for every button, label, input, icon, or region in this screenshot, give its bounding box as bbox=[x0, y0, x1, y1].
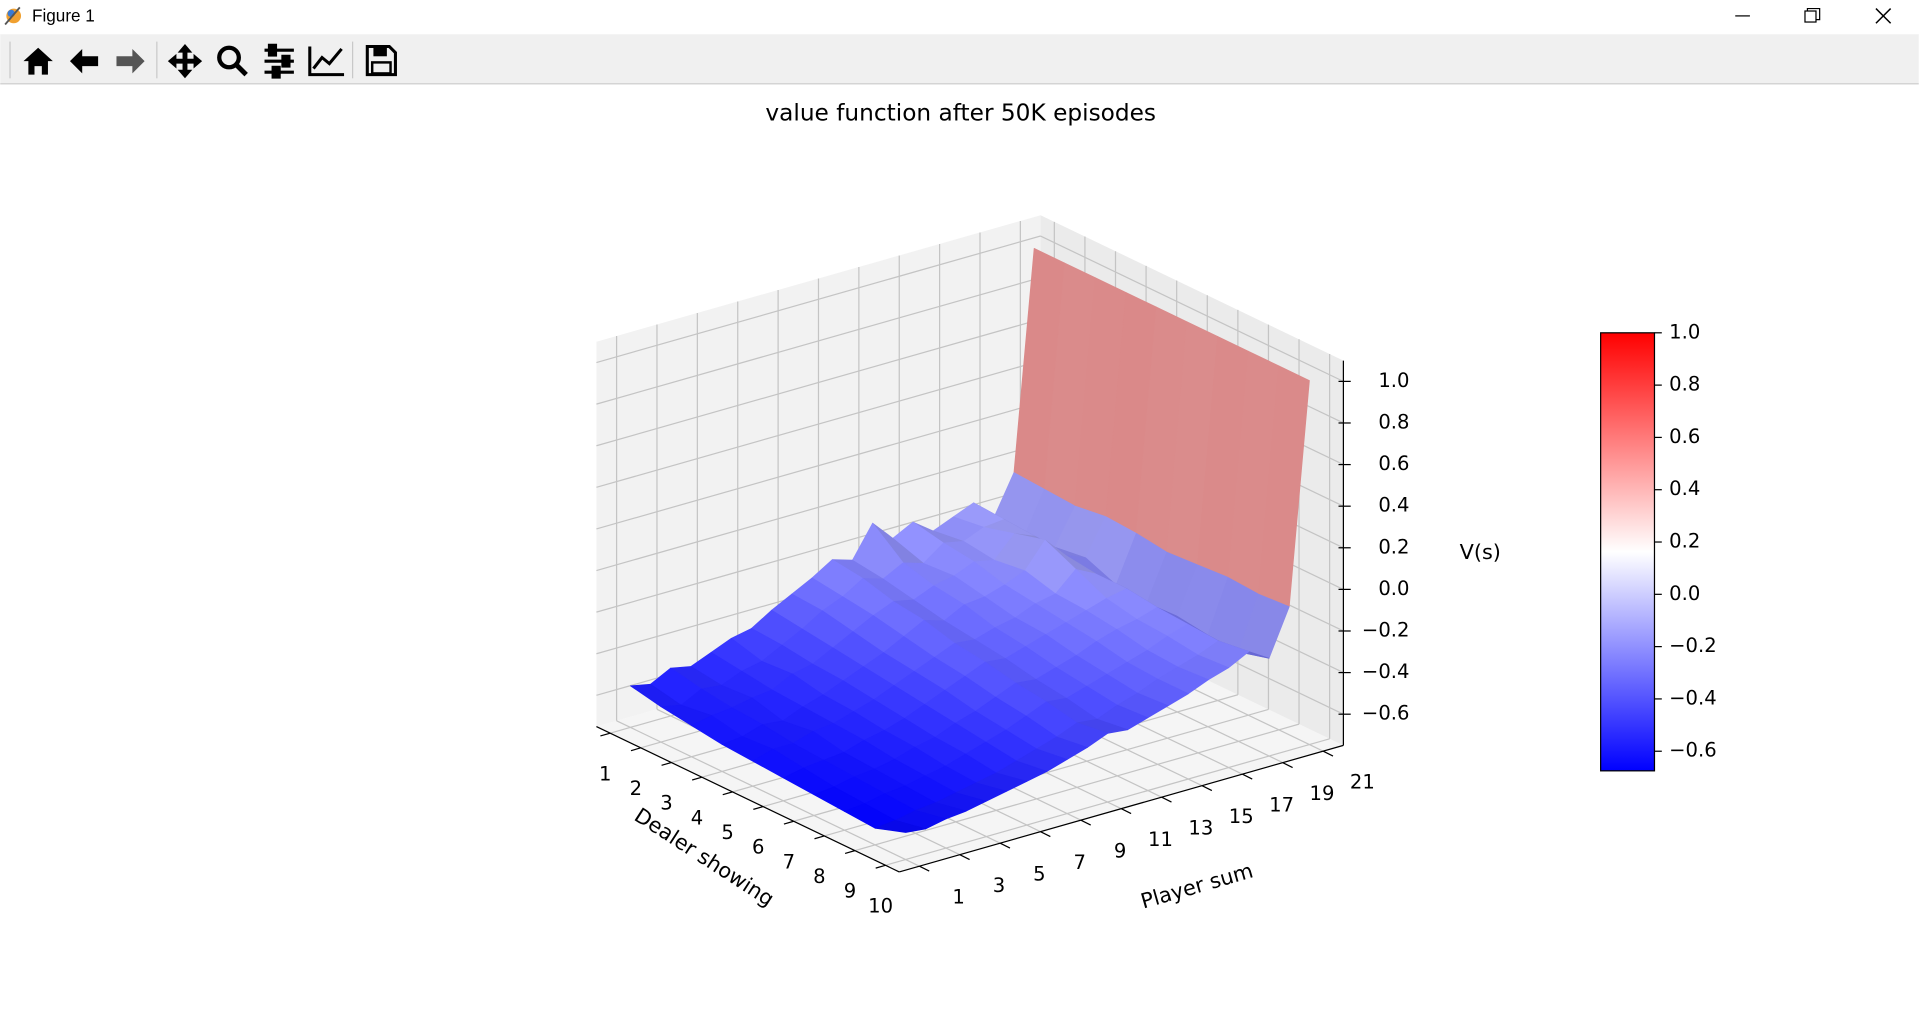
save-button[interactable] bbox=[365, 44, 397, 77]
x-tick-label: 9 bbox=[1114, 839, 1126, 862]
colorbar bbox=[1600, 332, 1656, 772]
forward-button[interactable] bbox=[116, 48, 145, 74]
back-button[interactable] bbox=[69, 48, 99, 74]
grid-line bbox=[596, 401, 1041, 530]
close-button[interactable] bbox=[1875, 8, 1892, 24]
restore-button[interactable] bbox=[1804, 7, 1821, 23]
colorbar-tick-label: 0.0 bbox=[1669, 582, 1700, 605]
z-tick-label: 0.6 bbox=[1378, 452, 1409, 475]
x-tick bbox=[1040, 831, 1051, 838]
y-tick bbox=[722, 791, 733, 796]
grid-line bbox=[885, 738, 1330, 866]
y-tick-label: 2 bbox=[630, 777, 642, 800]
x-tick bbox=[919, 865, 930, 872]
x-tick-label: 19 bbox=[1310, 782, 1335, 805]
axis-line bbox=[596, 725, 900, 873]
z-tick-label: 0.2 bbox=[1378, 535, 1409, 558]
x-tick-label: 7 bbox=[1073, 851, 1085, 874]
app-icon bbox=[4, 6, 22, 26]
y-tick-label: 10 bbox=[868, 894, 893, 917]
y-tick-label: 7 bbox=[783, 850, 795, 873]
x-tick bbox=[959, 854, 970, 861]
x-tick-label: 13 bbox=[1188, 816, 1213, 839]
surface-face bbox=[874, 820, 927, 833]
chart-title: value function after 50K episodes bbox=[765, 99, 1156, 126]
z-tick-label: −0.6 bbox=[1362, 702, 1410, 725]
colorbar-tick-label: −0.2 bbox=[1669, 634, 1717, 657]
x-tick-label: 15 bbox=[1229, 805, 1254, 828]
z-tick-label: 0.0 bbox=[1378, 577, 1409, 600]
x-tick bbox=[1080, 819, 1092, 826]
x-tick bbox=[1322, 750, 1334, 757]
colorbar-tick-label: 1.0 bbox=[1669, 320, 1700, 343]
x-tick bbox=[1201, 785, 1213, 792]
grid-line bbox=[596, 360, 1041, 488]
x-tick bbox=[1242, 773, 1253, 780]
grid-line bbox=[854, 723, 1300, 852]
y-tick-label: 9 bbox=[844, 880, 856, 903]
colorbar-tick-label: 0.6 bbox=[1669, 425, 1700, 448]
y-tick bbox=[783, 820, 794, 825]
y-tick-label: 5 bbox=[721, 821, 733, 844]
colorbar-tick-label: 0.4 bbox=[1669, 477, 1700, 500]
y-tick-label: 4 bbox=[691, 806, 703, 829]
configure-button[interactable] bbox=[264, 43, 294, 79]
x-tick-label: 3 bbox=[993, 874, 1005, 897]
grid-line bbox=[596, 318, 1041, 447]
zoom-button[interactable] bbox=[217, 45, 248, 77]
y-tick-label: 8 bbox=[813, 865, 825, 888]
x-tick-label: 5 bbox=[1033, 862, 1045, 885]
z-tick-label: 0.8 bbox=[1378, 410, 1409, 433]
x-tick-label: 21 bbox=[1350, 770, 1375, 793]
grid-line bbox=[596, 443, 1041, 572]
colorbar-tick-label: −0.6 bbox=[1669, 739, 1717, 762]
z-tick-label: 0.4 bbox=[1378, 494, 1409, 517]
z-tick-label: −0.4 bbox=[1362, 660, 1410, 683]
x-tick-label: 11 bbox=[1148, 828, 1173, 851]
z-tick-label: 1.0 bbox=[1378, 369, 1409, 392]
x-tick-label: 17 bbox=[1269, 793, 1294, 816]
grid-line bbox=[596, 235, 1041, 364]
x-tick-label: 1 bbox=[952, 885, 964, 908]
z-tick-label: −0.2 bbox=[1362, 618, 1410, 641]
colorbar-tick-label: 0.8 bbox=[1669, 373, 1700, 396]
plot-area: 1357911131517192112345678910−0.6−0.4−0.2… bbox=[596, 215, 1501, 917]
window-title: Figure 1 bbox=[32, 7, 95, 26]
edit-axes-button[interactable] bbox=[308, 46, 345, 77]
y-tick-label: 1 bbox=[599, 762, 611, 785]
y-tick bbox=[661, 761, 672, 766]
y-tick bbox=[753, 805, 764, 810]
y-tick-label: 6 bbox=[752, 836, 764, 859]
y-tick-label: 3 bbox=[660, 792, 672, 815]
x-tick bbox=[1282, 762, 1293, 769]
y-tick bbox=[691, 776, 703, 781]
y-tick bbox=[814, 835, 825, 840]
x-tick bbox=[1161, 796, 1172, 803]
colorbar-tick-label: −0.4 bbox=[1669, 686, 1717, 709]
grid-line bbox=[616, 720, 920, 867]
grid-line bbox=[596, 277, 1041, 405]
x-tick bbox=[999, 842, 1011, 849]
y-tick bbox=[844, 850, 856, 855]
x-axis-label: Player sum bbox=[1138, 859, 1256, 914]
colorbar-tick-label: 0.2 bbox=[1669, 530, 1700, 553]
y-tick bbox=[630, 747, 641, 752]
grid-line bbox=[1040, 235, 1344, 382]
x-tick bbox=[1121, 808, 1132, 815]
y-tick bbox=[875, 864, 886, 869]
title-bar bbox=[0, 0, 1919, 35]
home-button[interactable] bbox=[23, 47, 53, 75]
pan-button[interactable] bbox=[167, 44, 203, 79]
z-axis-label: V(s) bbox=[1460, 540, 1501, 564]
y-tick bbox=[600, 732, 611, 737]
grid-line bbox=[596, 485, 1041, 613]
